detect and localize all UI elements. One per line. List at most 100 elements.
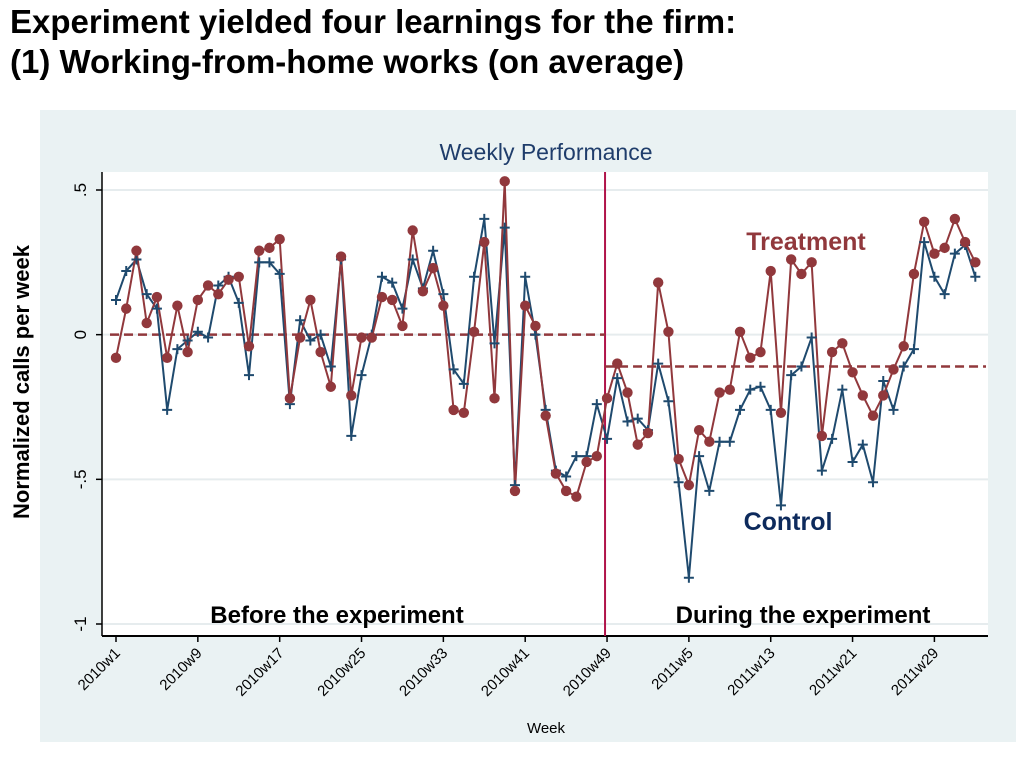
treatment-point [806, 257, 817, 268]
control-point [571, 451, 582, 462]
control-point [683, 572, 694, 583]
treatment-point [867, 410, 879, 421]
x-tick-label: 2010w41 [478, 645, 533, 700]
x-tick-label: 2011w21 [806, 645, 860, 699]
control-point [796, 361, 807, 372]
treatment-point [796, 268, 807, 280]
x-tick-label: 2010w49 [560, 645, 615, 700]
control-point [919, 237, 930, 248]
treatment-point [612, 358, 623, 369]
control-point [325, 361, 336, 372]
treatment-point [571, 491, 582, 502]
treatment-point [520, 300, 531, 311]
treatment-point [346, 390, 357, 401]
control-point [745, 384, 756, 395]
control-point [233, 297, 244, 308]
treatment-point [642, 427, 654, 439]
treatment-point [601, 393, 613, 404]
treatment-point [734, 326, 746, 337]
treatment-point [468, 326, 480, 337]
treatment-point [816, 430, 828, 442]
treatment-point [397, 320, 408, 332]
control-point [254, 257, 265, 268]
treatment-point [652, 277, 664, 288]
y-tick-label: 0 [71, 330, 90, 339]
control-point [111, 294, 121, 305]
x-tick-label: 2010w17 [232, 645, 287, 700]
treatment-point [427, 262, 439, 274]
treatment-point [591, 450, 603, 462]
treatment-point [305, 294, 316, 306]
treatment-point [407, 225, 418, 236]
treatment-point [826, 346, 838, 358]
control-point [274, 268, 285, 279]
x-tick-label: 2011w5 [648, 645, 696, 693]
treatment-point [284, 393, 296, 404]
control-point [438, 289, 449, 300]
control-point [243, 370, 254, 381]
treatment-point [939, 242, 950, 254]
control-point [407, 254, 418, 265]
treatment-point [202, 280, 214, 291]
treatment-point [908, 268, 920, 280]
treatment-point [857, 390, 868, 401]
control-point [775, 500, 786, 511]
treatment-point [509, 485, 521, 497]
treatment-point [243, 341, 255, 352]
control-point [151, 303, 162, 314]
x-axis-title: Week [527, 720, 566, 737]
control-series-label: Control [744, 508, 833, 536]
control-point [305, 335, 316, 346]
control-point [162, 404, 173, 415]
treatment-point [724, 384, 735, 395]
treatment-point [878, 390, 889, 401]
treatment-point [714, 387, 725, 398]
control-point [755, 381, 766, 392]
control-point [837, 384, 848, 395]
control-point [264, 257, 275, 268]
y-tick-label: -1 [71, 616, 90, 631]
y-tick-label: -.5 [71, 469, 90, 489]
control-point [192, 326, 203, 337]
control-point [602, 433, 613, 444]
control-point [499, 222, 510, 233]
treatment-point [458, 407, 470, 418]
treatment-point [888, 364, 899, 375]
slide-title: Experiment yielded four learnings for th… [10, 2, 736, 82]
control-point [653, 358, 664, 369]
before-experiment-label: Before the experiment [210, 602, 463, 629]
control-point [428, 245, 439, 256]
treatment-point [479, 236, 490, 248]
chart-title: Weekly Performance [439, 139, 652, 165]
control-point [520, 271, 531, 282]
control-point [857, 439, 868, 450]
control-point [315, 329, 326, 340]
control-point [786, 370, 797, 381]
control-point [387, 277, 398, 288]
x-tick-label: 2010w25 [314, 645, 369, 700]
control-point [970, 271, 981, 282]
treatment-point [172, 300, 183, 311]
control-point [888, 404, 899, 415]
treatment-point [622, 387, 633, 398]
control-point [448, 364, 459, 375]
treatment-point [254, 245, 265, 256]
treatment-point [683, 479, 695, 491]
control-point [724, 436, 735, 447]
treatment-point [366, 332, 377, 343]
treatment-point [560, 485, 572, 497]
treatment-point [356, 332, 367, 343]
treatment-point [448, 404, 459, 416]
treatment-point [755, 346, 766, 358]
control-point [847, 456, 858, 467]
control-point [929, 271, 940, 282]
x-tick-label: 2010w1 [75, 645, 124, 694]
treatment-point [294, 332, 306, 343]
treatment-point [141, 317, 152, 329]
control-point [458, 378, 469, 389]
treatment-point [489, 393, 500, 404]
y-tick-label: .5 [71, 183, 90, 197]
treatment-point [274, 233, 285, 245]
treatment-point [673, 453, 684, 465]
